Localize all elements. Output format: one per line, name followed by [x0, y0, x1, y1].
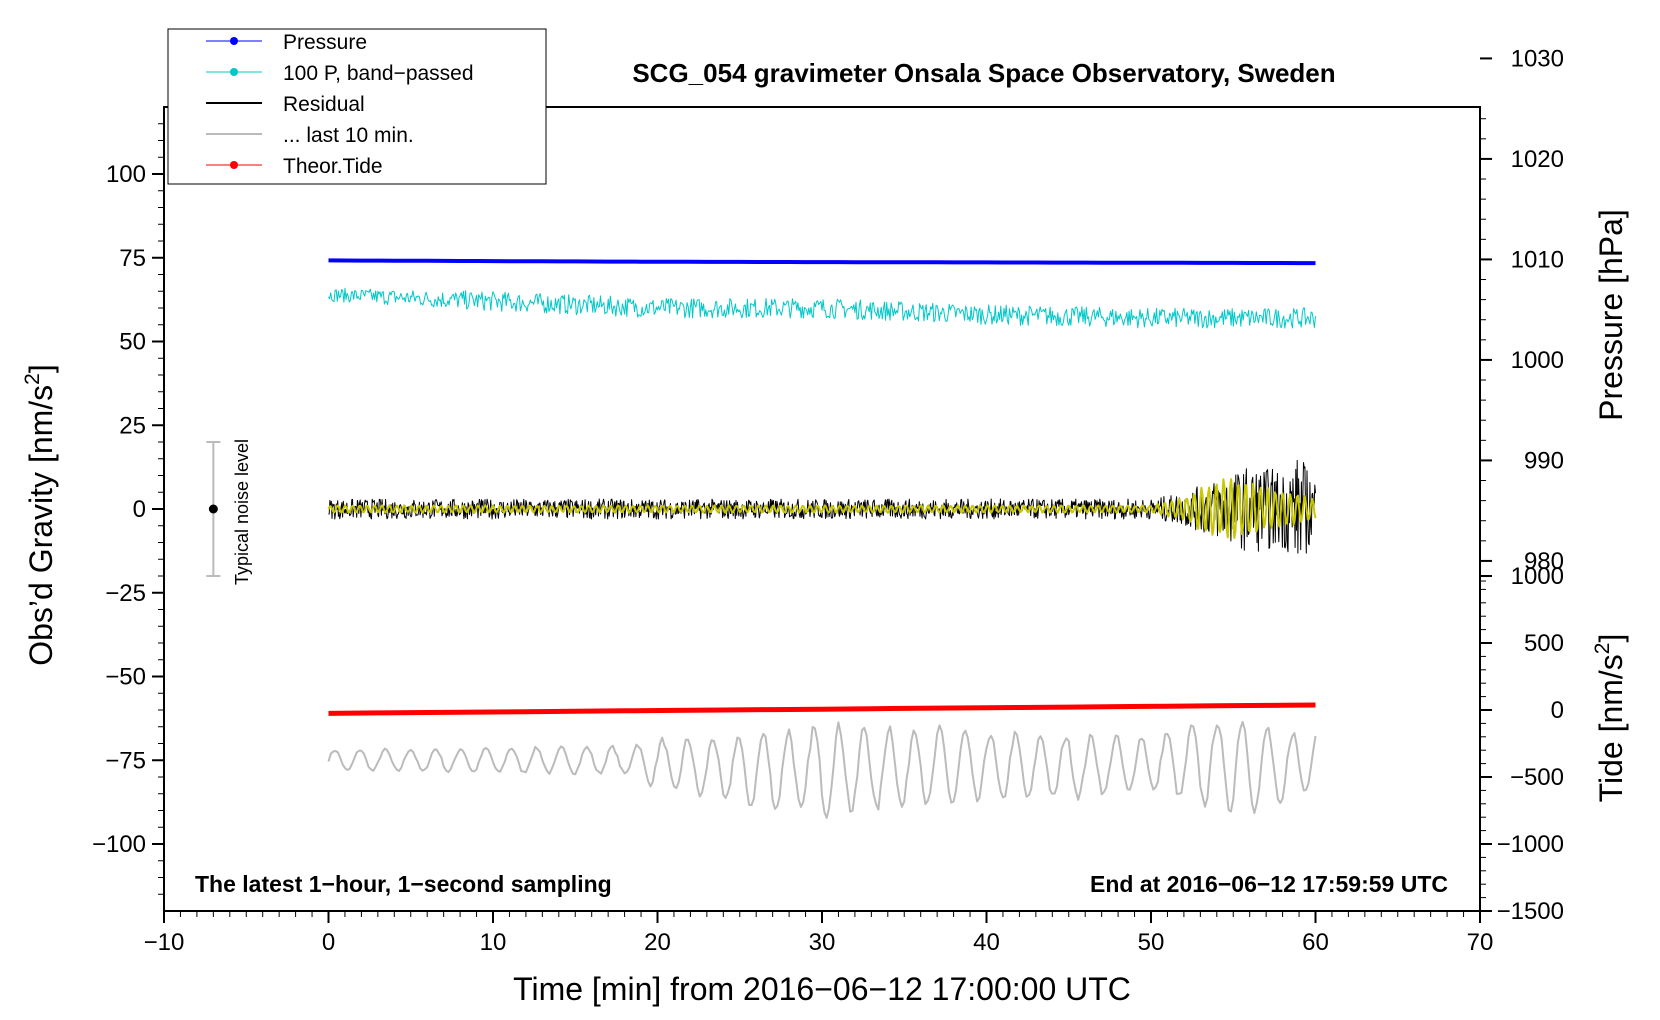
pressure-tick-label: 990 [1524, 447, 1564, 474]
x-axis: −10 0 10 20 30 40 50 60 70 [144, 911, 1494, 956]
tide-tick-label: −500 [1510, 764, 1564, 791]
y-axis-right-tide: −1500 −1000 −500 0 500 1000 [1480, 563, 1564, 925]
legend-box [167, 28, 547, 185]
y-tick-label: −25 [105, 580, 146, 607]
y-tick-label: 0 [133, 496, 146, 523]
noise-level-label: Typical noise level [232, 439, 252, 585]
legend-marker [230, 37, 238, 45]
series-band-passed-pressure [328, 287, 1316, 329]
y-tick-label: 50 [119, 329, 146, 356]
y-axis-right-pressure: 980 990 1000 1010 1020 1030 [1480, 45, 1564, 582]
x-tick-label: 70 [1467, 929, 1494, 956]
tide-tick-label: −1000 [1497, 831, 1564, 858]
y-axis-label-left: Obs’d Gravity [nm/s2] [21, 364, 59, 666]
y-tick-label: −50 [105, 664, 146, 691]
legend-label: Pressure [283, 31, 367, 54]
y-axis-left: −100 −75 −50 −25 0 25 50 75 100 [92, 123, 164, 895]
pressure-tick-label: 1020 [1511, 146, 1564, 173]
series-last-10-min [327, 721, 1317, 819]
x-tick-label: −10 [144, 929, 185, 956]
series-yellow-filtered [327, 478, 1317, 539]
series-theor-tide [328, 702, 1316, 716]
x-tick-label: 60 [1302, 929, 1329, 956]
x-tick-label: 0 [322, 929, 335, 956]
legend-label: Residual [283, 93, 365, 116]
legend-marker [230, 161, 238, 169]
y-tick-label: −100 [92, 831, 146, 858]
series-residual [328, 459, 1316, 554]
y-tick-label: 25 [119, 412, 146, 439]
tide-tick-label: 500 [1524, 630, 1564, 657]
series-pressure [328, 258, 1316, 266]
y-axis-label-pressure: Pressure [hPa] [1593, 209, 1629, 421]
legend: Pressure 100 P, band−passed Residual ... la… [167, 28, 547, 185]
legend-label: Theor.Tide [283, 155, 383, 178]
y-axis-label-tide: Tide [nm/s2] [1591, 634, 1629, 803]
series-layer [327, 258, 1317, 819]
x-tick-label: 40 [973, 929, 1000, 956]
y-tick-label: 100 [106, 161, 146, 188]
pressure-tick-label: 1000 [1511, 347, 1564, 374]
noise-bar-center-dot [208, 504, 218, 514]
y-tick-label: −75 [105, 747, 146, 774]
y-tick-label: 75 [119, 245, 146, 272]
noise-level-indicator [206, 441, 221, 577]
legend-label: 100 P, band−passed [283, 62, 474, 85]
pressure-tick-label: 1010 [1511, 246, 1564, 273]
tide-tick-label: −1500 [1497, 898, 1564, 925]
tide-tick-label: 1000 [1511, 563, 1564, 590]
chart-title: SCG_054 gravimeter Onsala Space Observat… [632, 58, 1335, 88]
x-tick-label: 10 [480, 929, 507, 956]
legend-label: ... last 10 min. [283, 124, 414, 147]
legend-marker [230, 68, 238, 76]
x-axis-label: Time [min] from 2016−06−12 17:00:00 UTC [513, 971, 1131, 1007]
right-note: End at 2016−06−12 17:59:59 UTC [1090, 871, 1448, 897]
left-note: The latest 1−hour, 1−second sampling [195, 871, 612, 897]
pressure-tick-label: 980 [1524, 548, 1564, 575]
tide-tick-label: 0 [1551, 697, 1564, 724]
pressure-tick-label: 1030 [1511, 45, 1564, 72]
x-tick-label: 20 [644, 929, 671, 956]
x-tick-label: 50 [1138, 929, 1165, 956]
x-tick-label: 30 [809, 929, 836, 956]
